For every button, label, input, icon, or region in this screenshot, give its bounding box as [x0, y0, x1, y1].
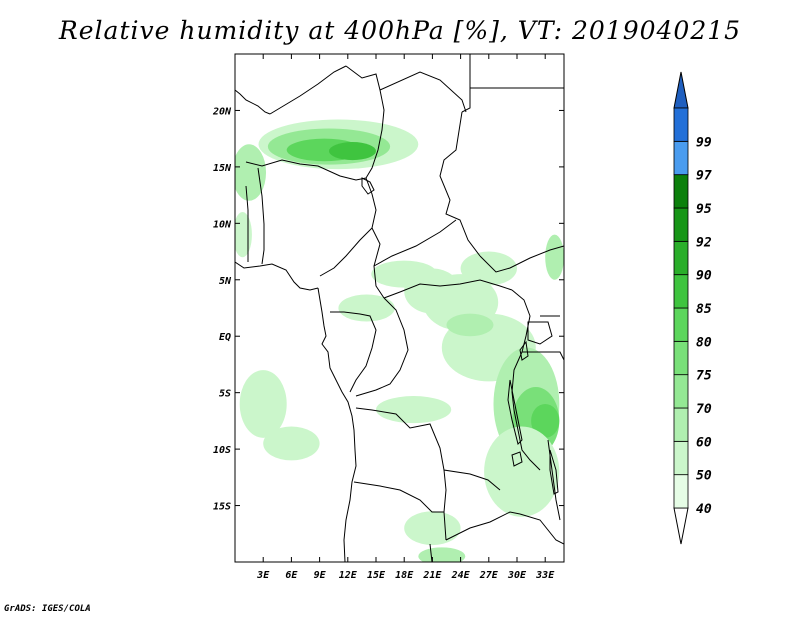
lon-tick-label: 30E	[507, 570, 527, 581]
lon-tick-label: 33E	[535, 570, 555, 581]
map-frame	[234, 53, 565, 563]
lake-chad	[361, 177, 375, 195]
humidity-patch	[239, 370, 287, 438]
lat-tick-label: EQ	[219, 332, 231, 343]
border-angola-namibia	[353, 481, 444, 513]
country-borders	[235, 54, 564, 562]
colorbar-swatch	[673, 274, 689, 309]
lon-tick-label: 9E	[314, 570, 327, 581]
colorbar-label: 97	[696, 169, 712, 184]
humidity-patch	[545, 234, 564, 280]
map-title: Relative humidity at 400hPa [%], VT: 201…	[58, 16, 742, 45]
border-mozambique	[519, 513, 564, 545]
colorbar-swatch	[673, 140, 689, 176]
colorbar-swatch	[673, 174, 689, 209]
border-niger-chad	[345, 65, 385, 179]
border-drc-east	[511, 351, 541, 471]
colorbar-bottom-arrow	[673, 507, 689, 545]
coastline-gulf-of-guinea	[235, 261, 319, 291]
lat-tick-label: 5S	[219, 389, 231, 400]
border-zambia-zimbabwe	[445, 511, 521, 541]
lat-tick-label: 5N	[219, 276, 232, 287]
lon-tick-label: 21E	[422, 570, 442, 581]
colorbar-swatch	[673, 307, 689, 342]
lon-tick-label: 3E	[256, 570, 270, 581]
colorbar-swatch	[673, 407, 689, 442]
coastline-central-africa	[317, 287, 357, 562]
lake-victoria	[527, 321, 553, 345]
humidity-field	[235, 119, 564, 562]
humidity-patch	[329, 142, 376, 161]
colorbar: 40 50 60 70 75 80 85 90 92 95 97 99	[673, 71, 712, 545]
colorbar-label: 50	[696, 469, 712, 484]
border-angola-zambia	[443, 469, 447, 541]
border-niger-nigeria	[245, 159, 367, 181]
lon-tick-label: 24E	[451, 570, 471, 581]
lon-tick-label: 6E	[285, 570, 298, 581]
border-nigeria-cameroon	[319, 177, 377, 277]
humidity-patch	[235, 144, 267, 201]
humidity-patch	[338, 294, 395, 322]
colorbar-label: 40	[696, 502, 712, 517]
credit-label: GrADS: IGES/COLA	[4, 604, 91, 614]
lat-tick-label: 10N	[213, 219, 232, 230]
lon-tick-label: 27E	[479, 570, 499, 581]
border-congo-drc	[355, 297, 409, 397]
border-drc-uganda	[511, 289, 531, 353]
humidity-patch	[376, 396, 452, 424]
lake-tanganyika	[507, 379, 523, 445]
colorbar-label: 92	[696, 235, 712, 250]
lake-bangweulu	[511, 451, 523, 467]
colorbar-swatch	[673, 474, 689, 509]
colorbar-swatch	[673, 340, 689, 376]
colorbar-label: 60	[696, 435, 712, 450]
colorbar-swatch	[673, 207, 689, 242]
lat-tick-label: 20N	[212, 106, 232, 117]
lake-albert	[519, 340, 529, 361]
colorbar-label: 80	[696, 335, 712, 350]
humidity-patch	[446, 313, 494, 337]
humidity-patch	[263, 426, 320, 461]
border-tanzania	[522, 351, 564, 361]
lon-tick-label: 18E	[395, 570, 414, 581]
lat-tick-label: 10S	[213, 445, 231, 456]
border-ghana-togo	[245, 185, 249, 262]
border-south-sudan	[479, 245, 564, 273]
border-namibia-botswana	[429, 543, 433, 562]
border-car-south	[383, 279, 513, 299]
border-libya-sudan	[461, 54, 471, 113]
humidity-patch	[418, 547, 466, 562]
colorbar-swatch	[673, 374, 689, 409]
colorbar-label: 99	[696, 135, 712, 150]
colorbar-top-arrow	[673, 71, 689, 109]
colorbar-swatch	[673, 240, 689, 276]
colorbar-label: 85	[696, 302, 712, 317]
humidity-patch	[404, 511, 461, 546]
border-cameroon-car	[371, 227, 385, 299]
lon-tick-label: 15E	[367, 570, 386, 581]
border-benin	[257, 167, 265, 265]
border-car-north	[373, 219, 457, 267]
coastline-west-africa	[235, 89, 271, 115]
border-drc-angola	[355, 407, 501, 491]
lat-tick-label: 15N	[213, 163, 232, 174]
map-axes: 3E 6E 9E 12E 15E 18E 21E 24E 27E 30E 33E 20N 15N 10N 5…	[212, 54, 564, 581]
border-gabon-congo	[330, 311, 377, 393]
colorbar-swatch	[673, 440, 689, 476]
border-chad-sudan	[439, 111, 481, 257]
humidity-patch	[531, 403, 560, 438]
colorbar-label: 70	[696, 402, 712, 417]
humidity-patch	[484, 426, 560, 517]
lake-malawi	[549, 449, 559, 495]
border-mali-niger	[269, 65, 347, 115]
colorbar-label: 75	[696, 369, 712, 384]
lon-tick-label: 12E	[339, 570, 358, 581]
colorbar-swatch	[673, 107, 689, 142]
border-libya-chad	[379, 71, 467, 113]
lat-tick-label: 15S	[213, 502, 231, 513]
humidity-patch	[235, 212, 252, 258]
colorbar-label: 95	[696, 202, 712, 217]
colorbar-label: 90	[696, 269, 712, 284]
